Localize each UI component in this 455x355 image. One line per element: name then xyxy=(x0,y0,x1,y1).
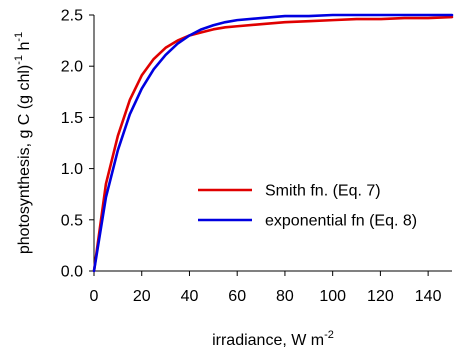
x-axis-title-text: irradiance, W m xyxy=(212,332,324,349)
series-lines xyxy=(92,13,454,273)
legend: Smith fn. (Eq. 7) exponential fn (Eq. 8) xyxy=(198,183,417,230)
legend-label: Smith fn. (Eq. 7) xyxy=(265,183,381,200)
y-axis-title-text: photosynthesis, g C (g chl) xyxy=(16,65,33,254)
y-tick-label: 1.5 xyxy=(61,110,83,127)
x-tick-label: 140 xyxy=(415,288,442,305)
x-axis-title: irradiance, W m-2 xyxy=(212,329,334,349)
legend-label: exponential fn (Eq. 8) xyxy=(265,213,417,230)
x-tick-label: 0 xyxy=(90,288,99,305)
series-line-1 xyxy=(92,13,454,273)
y-axis-title-superscript: -1 xyxy=(13,55,25,65)
y-tick-label: 0.0 xyxy=(61,264,83,281)
x-tick-label: 120 xyxy=(367,288,394,305)
y-tick-label: 1.0 xyxy=(61,161,83,178)
y-tick-label: 2.5 xyxy=(61,8,83,25)
x-tick-label: 20 xyxy=(133,288,151,305)
x-tick-label: 100 xyxy=(319,288,346,305)
series-line-0 xyxy=(92,15,454,273)
y-tick-label: 2.0 xyxy=(61,59,83,76)
x-tick-label: 80 xyxy=(276,288,294,305)
y-axis-title: photosynthesis, g C (g chl)-1 h-1 xyxy=(13,32,33,254)
y-axis-title-superscript: -1 xyxy=(13,32,25,42)
x-axis-title-superscript: -2 xyxy=(324,329,334,341)
axis-titles: irradiance, W m-2 photosynthesis, g C (g … xyxy=(13,32,334,349)
x-tick-label: 60 xyxy=(228,288,246,305)
axes: 0.0 0.5 1.0 1.5 2.0 2.5 0 20 40 60 80 100 120 140 xyxy=(61,8,452,305)
x-tick-label: 40 xyxy=(181,288,199,305)
y-axis-title-text: h xyxy=(16,42,33,55)
y-tick-label: 0.5 xyxy=(61,212,83,229)
